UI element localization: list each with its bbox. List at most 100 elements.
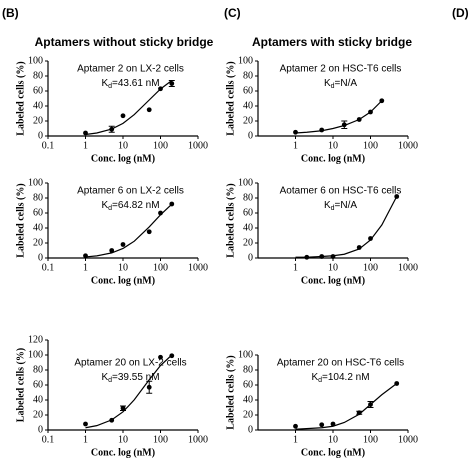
kd-subscript: d [331,205,335,212]
annotation: Aptamer 2 on HSC-T6 cells [280,64,402,75]
kd-value: =N/A [335,200,358,211]
x-tick-label: 10 [118,262,128,273]
data-point [368,109,373,115]
x-tick-label: 10 [328,434,338,445]
y-tick-label: 80 [33,364,43,375]
x-tick-label: 100 [363,262,378,273]
y-tick-label: 100 [238,55,253,66]
fit-curve [85,203,173,258]
x-tick-label: 100 [153,140,168,151]
column-title: Aptamers with sticky bridge [252,35,412,49]
kd-symbol: K [324,78,331,89]
panel-label: (D) [452,6,469,20]
x-tick-label: 10 [328,140,338,151]
x-tick-label: 0.1 [42,140,55,151]
fit-curve [295,100,383,134]
kd-symbol: K [311,372,318,383]
x-tick-label: 100 [363,434,378,445]
x-axis-label: Conc. log (nM) [91,153,155,164]
y-tick-label: 80 [243,364,253,375]
y-tick-label: 40 [243,100,253,111]
x-axis-label: Conc. log (nM) [301,275,365,286]
annotation: Aptamer 6 on LX-2 cells [77,186,184,197]
y-axis-label: Labeled cells (%) [15,348,26,422]
kd-symbol: K [101,78,108,89]
kd-symbol: K [324,200,331,211]
kd-label: Kd=64.82 nM [101,200,159,212]
data-point [356,410,362,416]
kd-label: Kd=39.55 nM [101,372,159,384]
x-tick-label: 100 [363,140,378,151]
data-point [169,81,175,86]
data-point [169,353,175,359]
annotation: Aptamer 20 on LX-2 cells [74,358,186,369]
kd-label: Kd=104.2 nM [311,372,369,384]
x-axis-label: Conc. log (nM) [301,153,365,164]
y-tick-label: 0 [248,424,253,435]
data-point [319,422,325,428]
data-point [120,242,126,247]
data-point [319,127,325,133]
data-point [158,210,163,216]
y-tick-label: 60 [243,85,253,96]
y-tick-label: 40 [33,100,43,111]
x-axis-label: Conc. log (nM) [91,275,155,286]
data-point [368,236,373,241]
y-tick-label: 100 [238,349,253,360]
y-axis-label: Labeled cells (%) [225,183,236,257]
data-point [293,129,298,135]
y-tick-label: 0 [38,424,43,435]
y-tick-label: 60 [33,85,43,96]
x-axis-label: Conc. log (nM) [91,447,155,458]
x-tick-label: 1 [83,262,88,273]
data-point [109,248,115,253]
x-tick-label: 1000 [188,262,208,273]
y-axis-label: Labeled cells (%) [15,183,26,257]
data-point [83,130,88,136]
y-tick-label: 40 [243,222,253,233]
x-tick-label: 1000 [398,434,418,445]
y-tick-label: 80 [243,70,253,81]
x-tick-label: 1 [293,434,298,445]
data-point [330,421,336,427]
data-point [146,229,152,235]
data-point [330,254,336,259]
fit-curve [295,383,398,430]
data-point [146,107,152,113]
y-tick-label: 60 [243,207,253,218]
data-point [368,402,373,407]
y-tick-label: 0 [248,130,253,141]
data-point [109,417,115,423]
y-tick-label: 100 [238,177,253,188]
data-point [158,86,163,92]
y-tick-label: 20 [243,115,253,126]
data-point [304,254,310,260]
y-tick-label: 80 [33,70,43,81]
y-tick-label: 20 [243,237,253,248]
y-tick-label: 40 [33,222,43,233]
x-tick-label: 10 [118,434,128,445]
x-tick-label: 1 [83,140,88,151]
kd-subscript: d [331,83,335,90]
x-tick-label: 10 [328,262,338,273]
x-tick-label: 1000 [398,140,418,151]
kd-label: Kd=43.61 nM [101,78,159,90]
annotation: Aptamer 20 on HSC-T6 cells [277,358,404,369]
fit-curve [85,80,173,136]
y-tick-label: 20 [33,409,43,420]
y-tick-label: 60 [33,207,43,218]
y-tick-label: 20 [243,409,253,420]
y-tick-label: 80 [33,192,43,203]
fit-curve [295,196,398,258]
x-tick-label: 1000 [188,140,208,151]
data-point [83,421,88,427]
column-title: Aptamers without sticky bridge [35,35,214,49]
y-tick-label: 80 [243,192,253,203]
kd-subscript: d [108,205,112,212]
y-tick-label: 0 [38,252,43,263]
y-tick-label: 20 [33,237,43,248]
y-tick-label: 40 [243,394,253,405]
data-point [169,201,175,207]
data-point [120,405,126,411]
